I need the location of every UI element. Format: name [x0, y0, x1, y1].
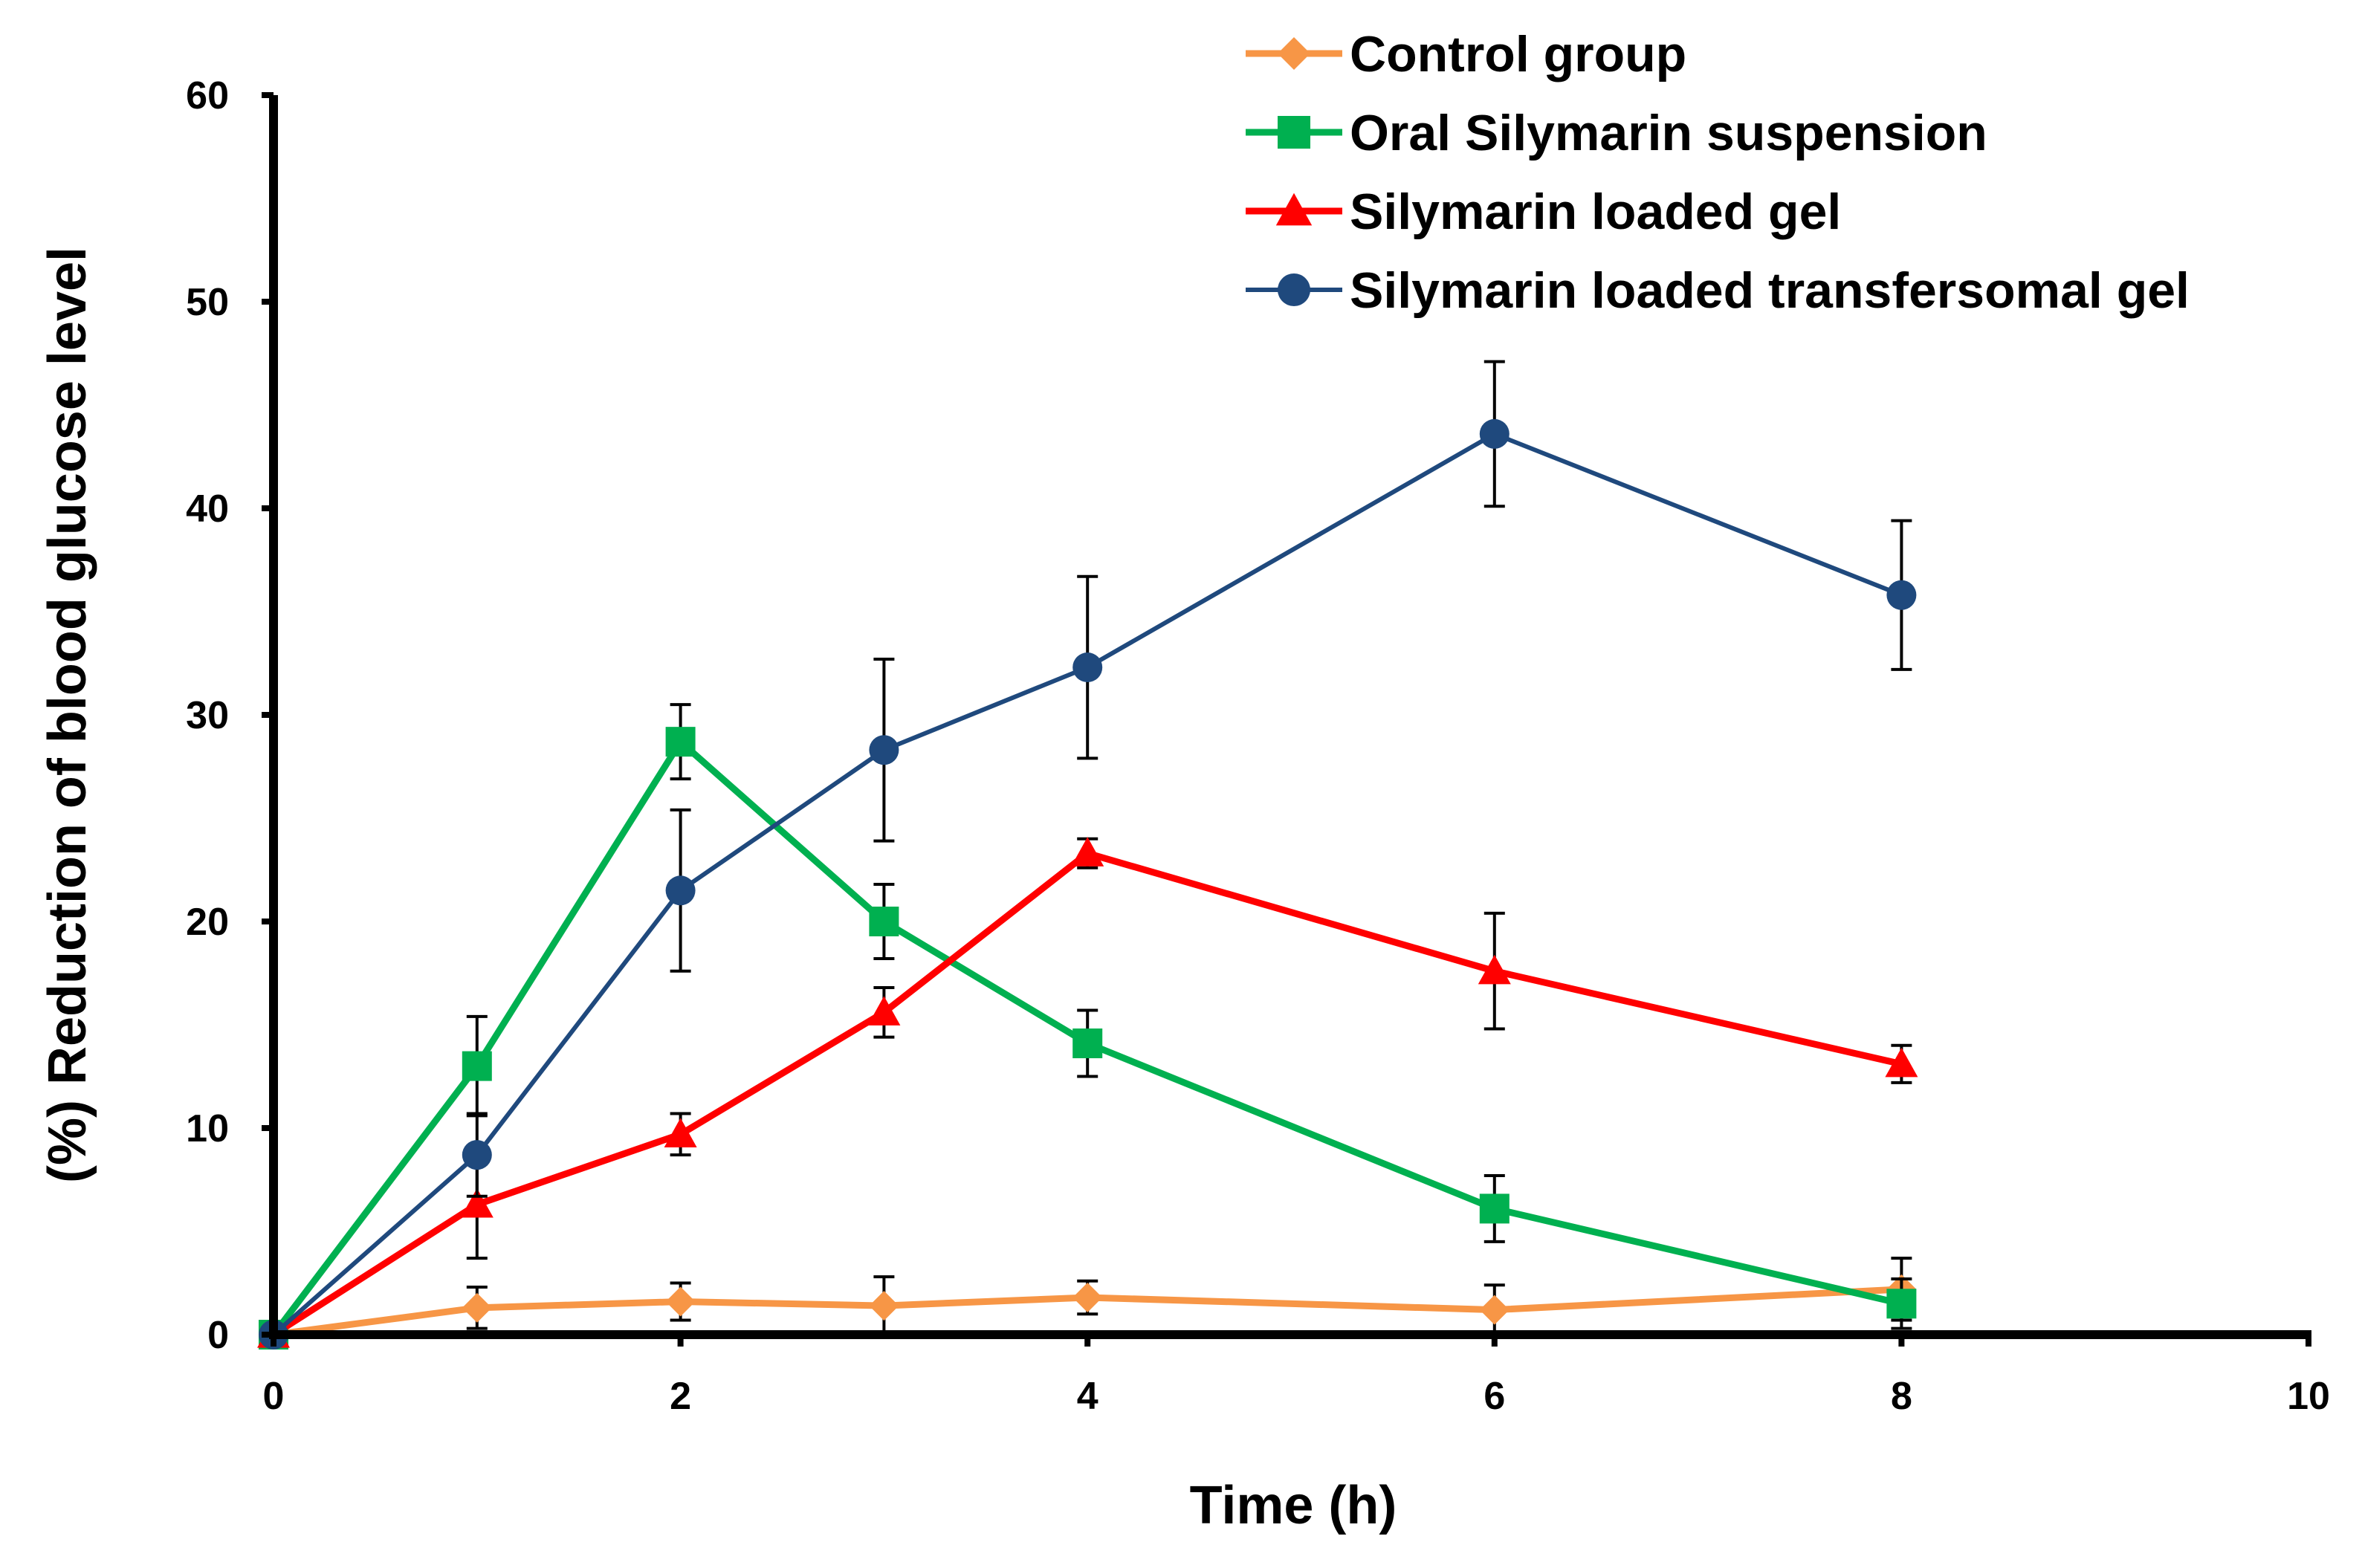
data-point: [1072, 1028, 1103, 1059]
legend-marker: [1278, 116, 1310, 149]
legend-label: Oral Silymarin suspension: [1350, 105, 1987, 161]
series-line: [272, 431, 1903, 1337]
data-point: [869, 907, 899, 936]
x-axis-ticks: 0 2 4 6 8 10: [263, 1335, 2330, 1418]
data-point: [665, 1286, 696, 1317]
series-2: [259, 703, 1917, 1350]
data-point: [869, 735, 899, 765]
data-point: [462, 1292, 492, 1323]
x-tick-label: 2: [670, 1375, 691, 1418]
y-axis-ticks: 0 10 20 30 40 50 60: [186, 74, 274, 1357]
x-tick-label: 4: [1077, 1375, 1099, 1418]
y-tick-label: 20: [186, 901, 229, 944]
data-point: [1886, 1289, 1917, 1319]
y-tick-label: 10: [186, 1107, 229, 1150]
series-3: [257, 837, 1918, 1348]
data-point: [869, 1291, 899, 1321]
series-4: [259, 360, 1917, 1350]
legend-marker: [1278, 37, 1310, 70]
y-tick-label: 30: [186, 694, 229, 737]
data-point: [1479, 1193, 1510, 1224]
y-tick-label: 40: [186, 487, 229, 531]
data-point: [1885, 1047, 1918, 1078]
y-tick-label: 0: [207, 1314, 229, 1357]
plot-area: [257, 360, 1918, 1350]
data-point: [462, 1051, 492, 1081]
data-point: [665, 875, 696, 906]
x-tick-label: 6: [1483, 1375, 1505, 1418]
data-point: [1072, 1282, 1103, 1312]
data-point: [1478, 954, 1511, 985]
data-point: [1479, 418, 1510, 449]
data-point: [1071, 837, 1104, 866]
legend-label: Silymarin loaded gel: [1350, 184, 1841, 240]
legend-label: Control group: [1350, 26, 1686, 82]
data-point: [867, 996, 901, 1026]
data-point: [1072, 652, 1103, 683]
legend-label: Silymarin loaded transfersomal gel: [1350, 262, 2190, 319]
series-line: [271, 849, 1903, 1338]
data-point: [1886, 580, 1917, 610]
data-point: [1479, 1295, 1510, 1325]
x-axis-title: Time (h): [1190, 1476, 1397, 1535]
y-axis-title: (%) Reduction of blood glucose level: [38, 247, 97, 1183]
data-point: [664, 1118, 697, 1147]
data-point: [460, 1188, 494, 1218]
x-tick-label: 10: [2287, 1375, 2330, 1418]
legend: Control group Oral Silymarin suspension Si…: [1246, 26, 2190, 319]
y-tick-label: 60: [186, 74, 229, 117]
y-tick-label: 50: [186, 281, 229, 324]
legend-marker: [1275, 192, 1313, 226]
legend-marker: [1278, 273, 1310, 306]
x-tick-label: 8: [1891, 1375, 1912, 1418]
data-point: [462, 1140, 492, 1170]
x-tick-label: 0: [263, 1375, 285, 1418]
data-point: [665, 727, 696, 757]
